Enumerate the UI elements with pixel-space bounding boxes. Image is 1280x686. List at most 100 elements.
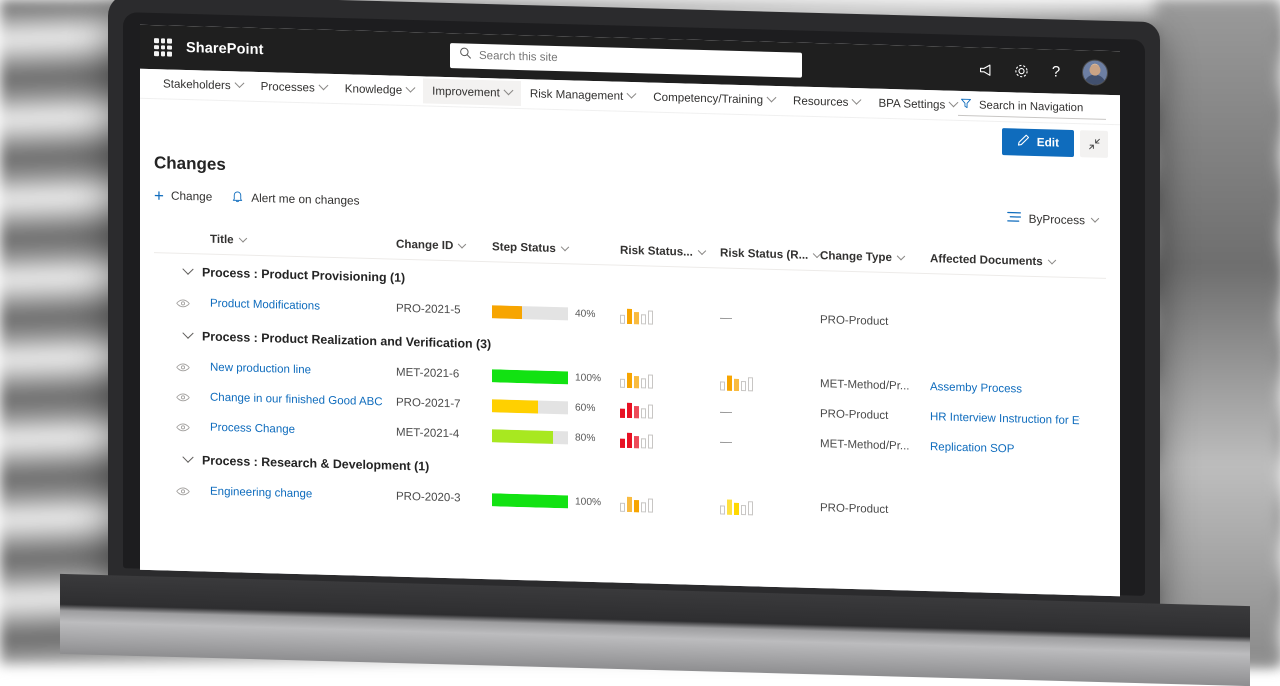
column-header-change-id[interactable]: Change ID (396, 238, 492, 254)
eye-icon[interactable] (176, 297, 194, 308)
alert-me-label: Alert me on changes (251, 191, 359, 208)
filter-icon (960, 97, 972, 112)
cell-change-id: PRO-2020-3 (396, 491, 492, 506)
risk-status-minichart (620, 306, 653, 324)
chevron-down-icon (1091, 214, 1099, 222)
column-label: Change ID (396, 238, 453, 253)
risk-status-minichart (620, 494, 653, 512)
progress-label: 100% (575, 372, 601, 384)
column-header-step-status[interactable]: Step Status (492, 240, 620, 256)
column-header-title[interactable]: Title (210, 233, 396, 251)
column-label: Risk Status... (620, 244, 693, 259)
view-selector[interactable]: ByProcess (1007, 210, 1098, 228)
group-label: Process : Product Provisioning (1) (202, 265, 405, 284)
eye-icon[interactable] (176, 421, 194, 432)
cell-title: Change in our finished Good ABC (210, 392, 396, 409)
cell-step-status: 60% (492, 399, 620, 415)
nav-label: BPA Settings (878, 97, 945, 112)
nav-item-bpa-settings[interactable]: BPA Settings (869, 90, 966, 118)
edit-button-label: Edit (1037, 135, 1059, 150)
column-header-risk-status-2[interactable]: Risk Status (R... (720, 246, 820, 262)
nav-item-processes[interactable]: Processes (252, 74, 336, 101)
cell-change-type: PRO-Product (820, 408, 930, 423)
browser-screen: SharePoint ? Stakeholders (140, 25, 1120, 597)
megaphone-icon[interactable] (977, 60, 995, 78)
chevron-down-icon (698, 246, 706, 254)
chevron-down-icon (238, 234, 246, 242)
column-label: Affected Documents (930, 252, 1043, 268)
cell-affected-documents: Replication SOP (930, 441, 1080, 457)
cell-risk-status-2 (720, 497, 820, 517)
brand-title[interactable]: SharePoint (186, 40, 264, 58)
chevron-down-icon (852, 95, 862, 105)
alert-me-button[interactable]: Alert me on changes (231, 184, 368, 215)
progress-label: 100% (575, 496, 601, 508)
eye-icon[interactable] (176, 361, 194, 372)
cell-step-status: 80% (492, 429, 620, 445)
search-input[interactable] (479, 50, 793, 70)
row-title-link[interactable]: Product Modifications (210, 298, 320, 313)
row-title-link[interactable]: New production line (210, 362, 311, 377)
progress-bar (492, 493, 568, 508)
cell-change-type: PRO-Product (820, 314, 930, 329)
cell-risk-status-2: — (720, 310, 820, 327)
cell-title: New production line (210, 362, 396, 379)
risk-status-minichart (620, 430, 653, 448)
cell-risk-status-1 (620, 306, 720, 326)
nav-item-risk-management[interactable]: Risk Management (521, 81, 644, 109)
avatar[interactable] (1082, 59, 1108, 86)
eye-icon[interactable] (176, 391, 194, 402)
page-body: Changes + Change Alert me on changes (140, 137, 1120, 597)
empty-value: — (720, 434, 732, 448)
nav-search-label: Search in Navigation (979, 99, 1083, 114)
help-icon[interactable]: ? (1047, 62, 1065, 80)
cell-change-id: PRO-2021-7 (396, 397, 492, 412)
collapse-icon[interactable] (1080, 130, 1108, 158)
cell-risk-status-2 (720, 373, 820, 393)
chevron-down-icon (234, 78, 244, 88)
nav-item-improvement[interactable]: Improvement (423, 78, 521, 106)
nav-item-competency-training[interactable]: Competency/Training (644, 84, 784, 113)
chevron-down-icon (1047, 256, 1055, 264)
cell-risk-status-2: — (720, 434, 820, 451)
plus-icon: + (154, 187, 164, 204)
chevron-down-icon (627, 89, 637, 99)
row-title-link[interactable]: Engineering change (210, 486, 312, 501)
group-label: Process : Product Realization and Verifi… (202, 329, 491, 351)
cell-change-id: MET-2021-6 (396, 367, 492, 382)
nav-item-knowledge[interactable]: Knowledge (336, 76, 423, 103)
new-change-button[interactable]: + Change (154, 182, 221, 211)
column-label: Change Type (820, 249, 892, 264)
cell-risk-status-1 (620, 430, 720, 450)
app-launcher-icon[interactable] (154, 38, 172, 56)
cell-change-type: MET-Method/Pr... (820, 438, 930, 453)
new-change-label: Change (171, 189, 212, 204)
nav-search[interactable]: Search in Navigation (958, 95, 1106, 120)
cell-change-type: MET-Method/Pr... (820, 378, 930, 393)
nav-label: Competency/Training (653, 91, 763, 107)
nav-item-resources[interactable]: Resources (784, 88, 869, 115)
risk-status-minichart (720, 373, 753, 391)
risk-status-minichart (720, 497, 753, 515)
column-header-affected-documents[interactable]: Affected Documents (930, 252, 1080, 269)
gear-icon[interactable] (1012, 61, 1030, 79)
affected-document-link[interactable]: Replication SOP (930, 441, 1014, 455)
chevron-down-icon (767, 93, 777, 103)
row-title-link[interactable]: Process Change (210, 422, 295, 436)
suite-actions: ? (977, 56, 1108, 86)
site-search[interactable] (450, 43, 802, 78)
eye-icon[interactable] (176, 485, 194, 496)
cell-risk-status-2: — (720, 404, 820, 421)
column-label: Step Status (492, 240, 556, 255)
edit-button[interactable]: Edit (1002, 128, 1074, 157)
column-header-change-type[interactable]: Change Type (820, 249, 930, 265)
affected-document-link[interactable]: HR Interview Instruction for Et (930, 411, 1080, 427)
nav-item-stakeholders[interactable]: Stakeholders (154, 71, 252, 99)
affected-document-link[interactable]: Assemby Process (930, 381, 1022, 395)
row-title-link[interactable]: Change in our finished Good ABC (210, 392, 383, 409)
column-header-risk-status-1[interactable]: Risk Status... (620, 244, 720, 260)
cell-affected-documents: HR Interview Instruction for Et (930, 411, 1080, 427)
group-label: Process : Research & Development (1) (202, 453, 429, 473)
empty-value: — (720, 310, 732, 324)
nav-label: Knowledge (345, 82, 402, 97)
